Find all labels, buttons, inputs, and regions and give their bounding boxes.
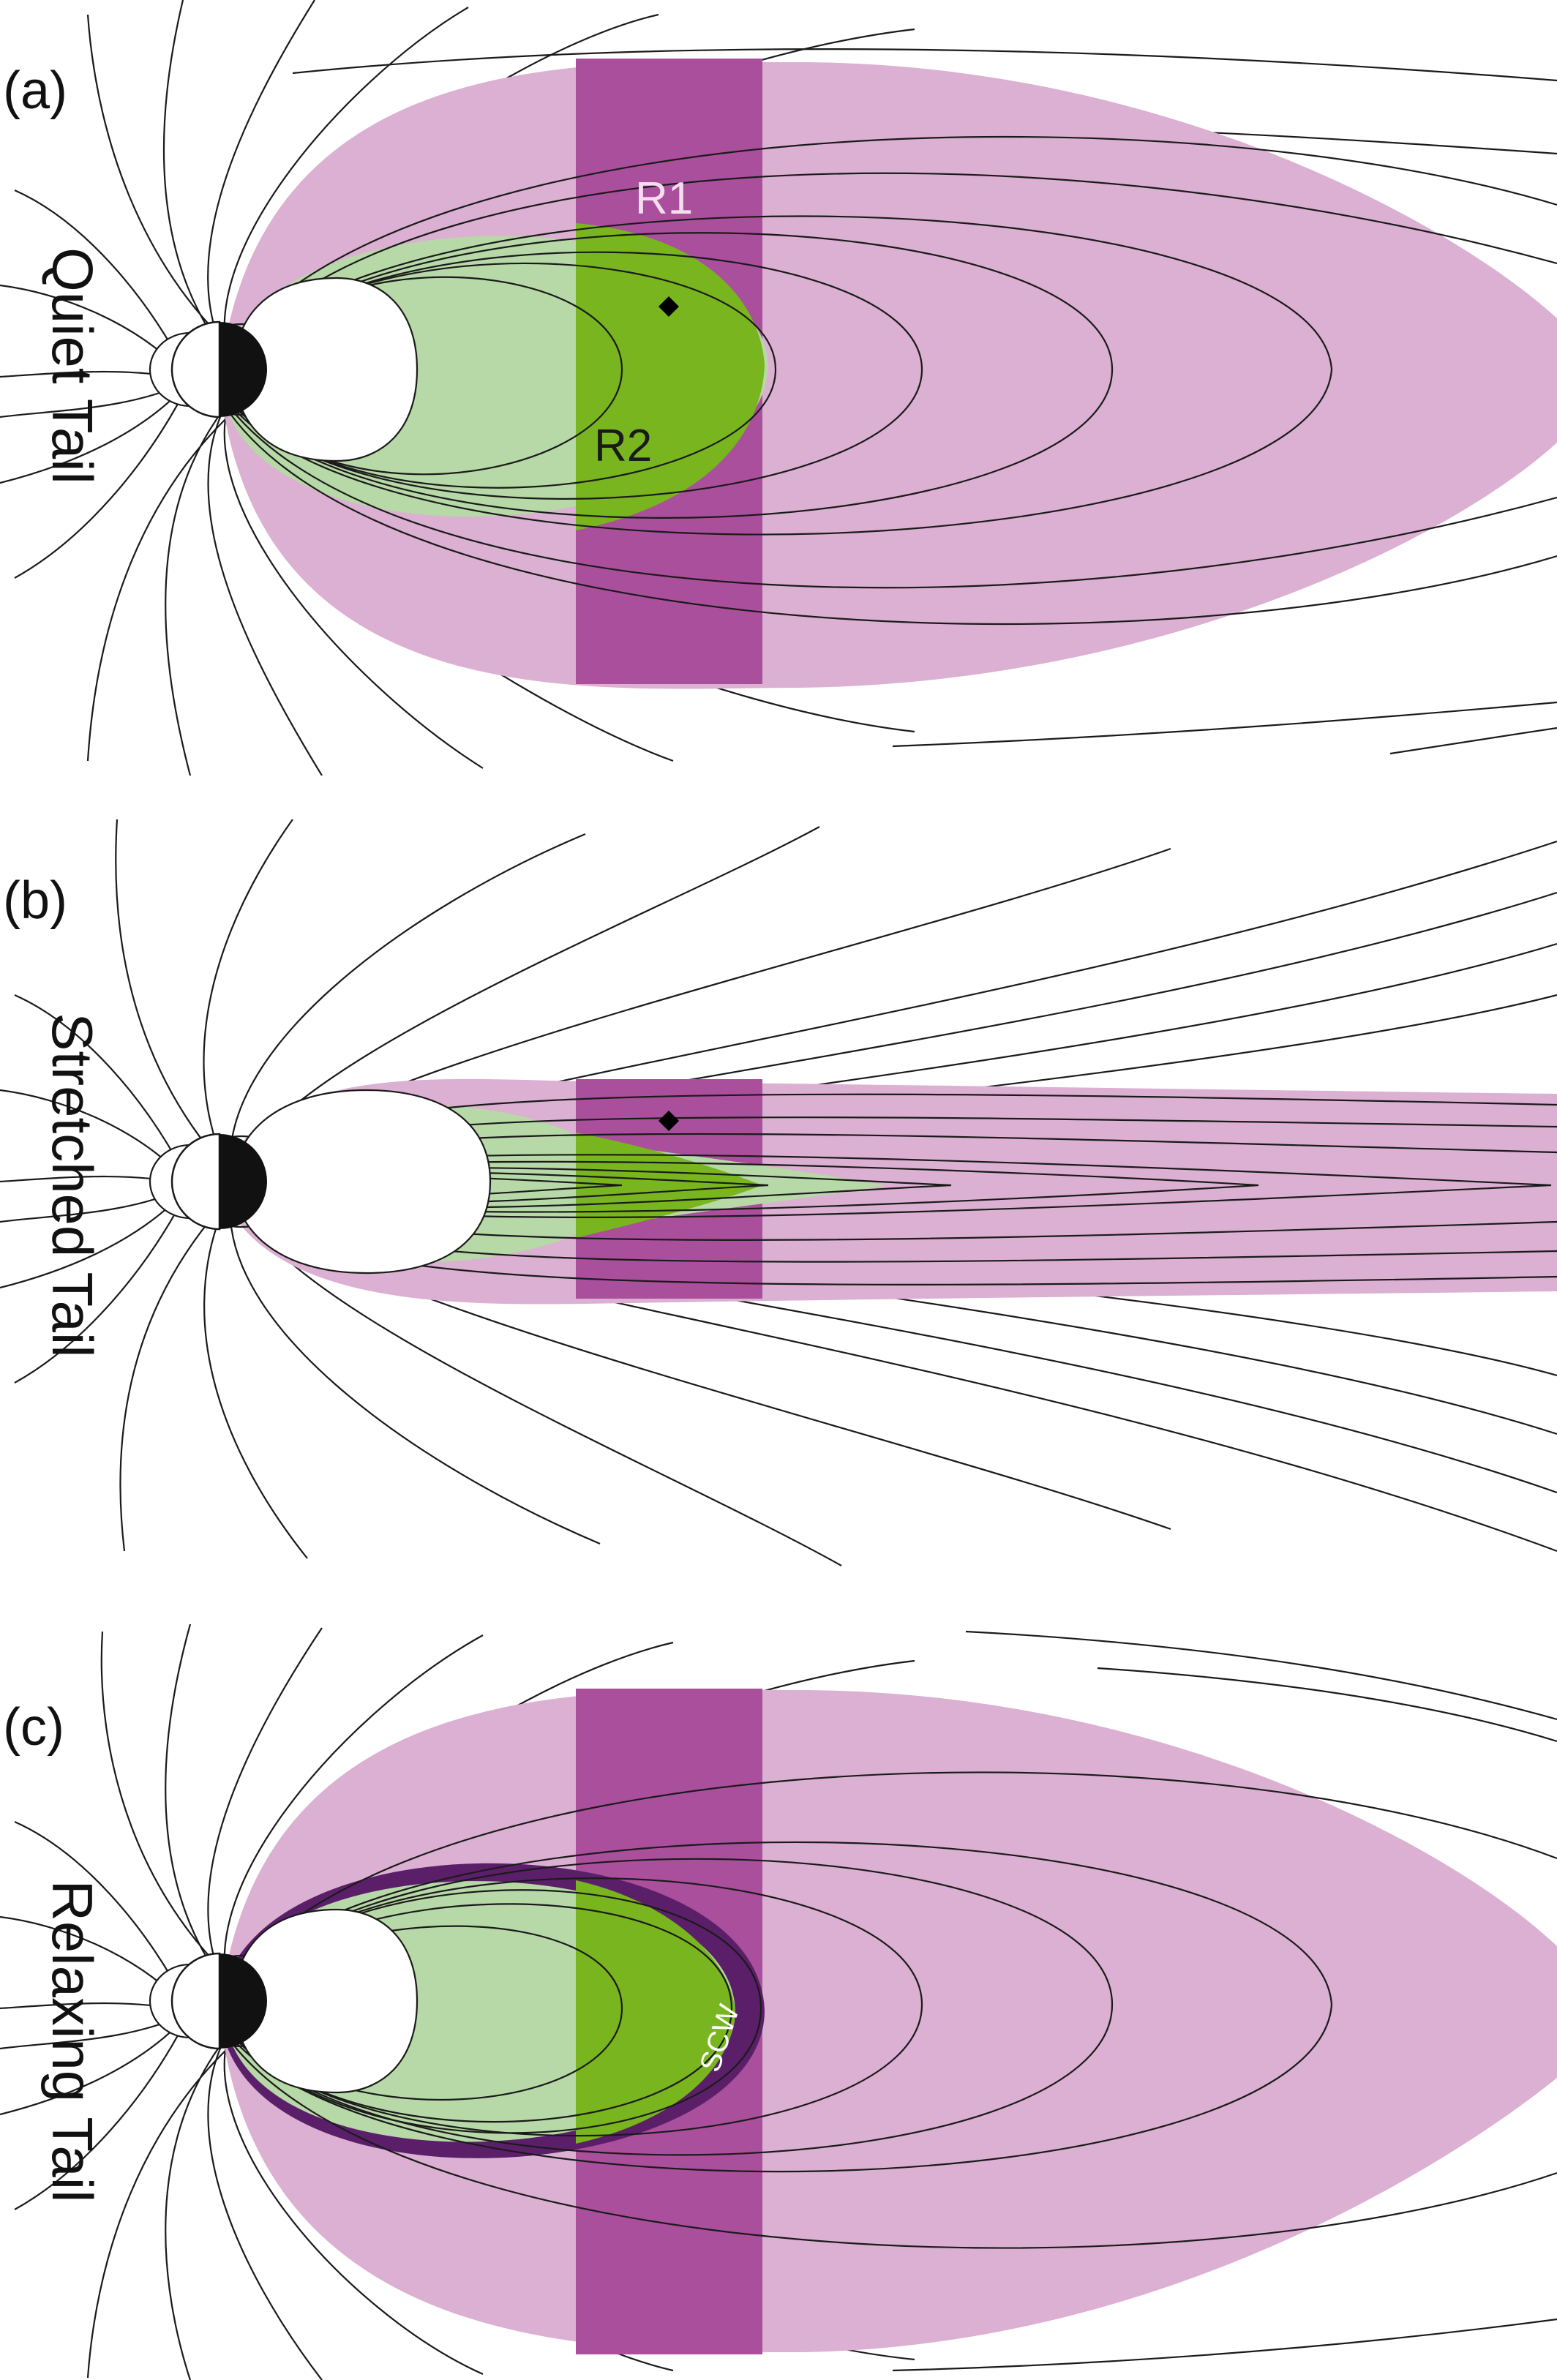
earth-a <box>149 277 419 462</box>
marker-diamond-b <box>659 1111 679 1131</box>
r2-label: R2 <box>594 421 652 471</box>
marker-diamond-a <box>659 296 679 317</box>
panel-a: (a) Quiet Tail R1 R2 <box>0 0 1557 776</box>
r2-region-dark-c <box>576 1880 735 2144</box>
r1-region-light <box>220 61 1557 689</box>
panel-label-c: (c) <box>3 1698 64 1757</box>
earth-c <box>149 1908 419 2094</box>
r1-region-light-c <box>220 1689 1557 2353</box>
tail-field-lines-c <box>217 1771 1557 2249</box>
side-label-b: Stretched Tail <box>40 1013 105 1357</box>
tail-field-lines-a <box>217 135 1557 626</box>
panel-label-b: (b) <box>3 871 67 930</box>
panel-c: (c) Relaxing Tail SCW <box>0 1623 1557 2380</box>
r1-label: R1 <box>635 173 693 224</box>
earth-b <box>149 1089 492 1275</box>
panel-b: (b) Stretched Tail <box>0 819 1557 1566</box>
side-label-c: Relaxing Tail <box>40 1880 105 2203</box>
side-label-a: Quiet Tail <box>40 247 105 484</box>
panel-label-a: (a) <box>3 61 67 120</box>
